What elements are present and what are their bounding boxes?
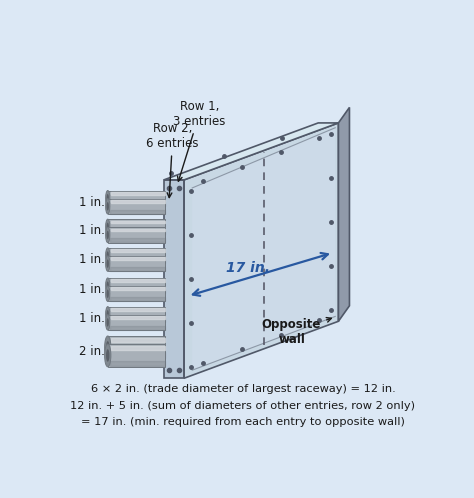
Ellipse shape [107,310,109,319]
Text: 1 in.: 1 in. [79,312,105,325]
Text: 2 in.: 2 in. [79,345,105,358]
Polygon shape [108,307,164,322]
Ellipse shape [106,219,110,235]
Polygon shape [108,344,164,367]
Ellipse shape [106,349,109,362]
Text: 1 in.: 1 in. [79,196,105,209]
Ellipse shape [106,191,110,206]
FancyBboxPatch shape [55,63,431,440]
Text: 1 in.: 1 in. [79,283,105,296]
Ellipse shape [106,256,110,271]
Polygon shape [108,199,164,214]
Ellipse shape [107,281,109,290]
Ellipse shape [107,259,109,268]
Ellipse shape [107,231,109,239]
Ellipse shape [106,199,110,214]
Ellipse shape [106,286,110,301]
Ellipse shape [106,307,110,322]
Polygon shape [108,248,164,263]
Text: Row 1,
3 entries: Row 1, 3 entries [173,100,226,181]
Ellipse shape [106,227,110,243]
Ellipse shape [106,341,109,354]
Polygon shape [108,315,164,330]
Polygon shape [108,256,164,271]
Ellipse shape [105,344,111,367]
Polygon shape [338,108,349,321]
Text: 17 in.: 17 in. [226,261,270,275]
Text: Opposite
wall: Opposite wall [262,318,331,346]
Ellipse shape [105,336,111,359]
Polygon shape [108,286,164,301]
Text: 6 × 2 in. (trade diameter of largest raceway) = 12 in.: 6 × 2 in. (trade diameter of largest rac… [91,384,395,394]
Polygon shape [108,336,164,359]
Text: = 17 in. (min. required from each entry to opposite wall): = 17 in. (min. required from each entry … [81,417,405,427]
Ellipse shape [107,318,109,327]
Ellipse shape [107,202,109,211]
Text: Row 2,
6 entries: Row 2, 6 entries [146,123,199,198]
Text: 12 in. + 5 in. (sum of diameters of other entries, row 2 only): 12 in. + 5 in. (sum of diameters of othe… [71,400,415,411]
Ellipse shape [107,194,109,203]
Polygon shape [108,227,164,243]
Polygon shape [108,278,164,293]
Polygon shape [164,180,184,378]
Polygon shape [164,123,338,180]
Text: 1 in.: 1 in. [79,225,105,238]
Text: 1 in.: 1 in. [79,253,105,266]
Ellipse shape [107,289,109,298]
Polygon shape [108,219,164,235]
Ellipse shape [106,248,110,263]
Ellipse shape [107,251,109,260]
Polygon shape [108,191,164,206]
Polygon shape [184,123,338,378]
Ellipse shape [106,315,110,330]
Polygon shape [192,128,335,370]
Ellipse shape [107,223,109,231]
Ellipse shape [106,278,110,293]
